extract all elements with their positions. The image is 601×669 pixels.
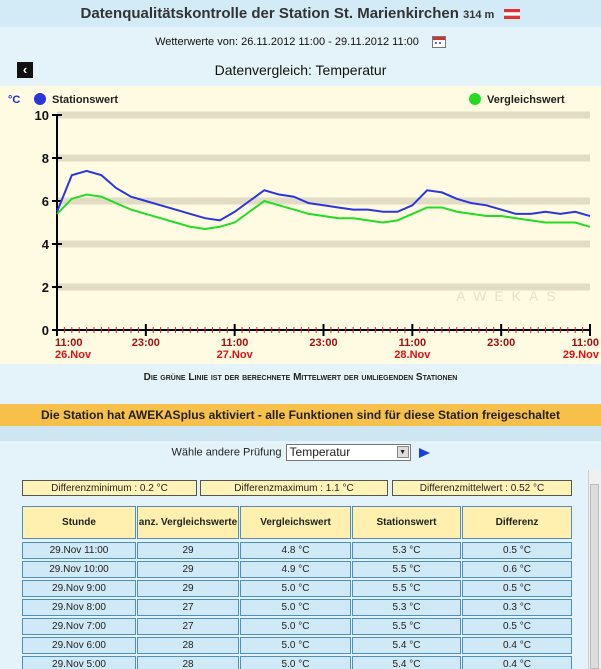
selector-value: Temperatur [289, 445, 351, 459]
table-cell: 29 [137, 561, 239, 578]
table-cell: 4.8 °C [240, 542, 351, 559]
y-unit: °C [8, 94, 20, 106]
table-cell: 5.0 °C [240, 637, 351, 654]
y-tick-label: 2 [42, 280, 49, 295]
y-tick-label: 6 [42, 194, 49, 209]
x-tick-label: 11:00 [55, 337, 83, 349]
table-cell: 5.0 °C [240, 656, 351, 669]
table-cell: 29.Nov 10:00 [22, 561, 136, 578]
summary-cell: Differenzmittelwert : 0.52 °C [392, 480, 572, 496]
y-tick-label: 4 [42, 237, 50, 252]
scroll-thumb[interactable] [590, 484, 599, 669]
table-cell: 5.5 °C [352, 618, 461, 635]
y-tick-label: 8 [42, 151, 49, 166]
table-cell: 0.5 °C [462, 542, 572, 559]
watermark: AWEKAS [456, 288, 563, 304]
table-cell: 0.3 °C [462, 599, 572, 616]
table-cell: 4.9 °C [240, 561, 351, 578]
chart-background [0, 86, 601, 364]
series-line [56, 193, 591, 230]
table-cell: 0.4 °C [462, 656, 572, 669]
selector[interactable]: Temperatur ▼ [285, 444, 411, 461]
elevation: 314 m [463, 9, 495, 21]
table-cell: 5.3 °C [352, 542, 461, 559]
x-tick-date: 26.Nov [55, 349, 92, 361]
column-header: anz. Vergleichswerte [137, 506, 239, 539]
table-cell: 29.Nov 7:00 [22, 618, 136, 635]
table-cell: 28 [137, 637, 239, 654]
column-header: Vergleichswert [240, 506, 351, 539]
x-tick-date: 29.Nov [563, 349, 600, 361]
table-cell: 5.3 °C [352, 599, 461, 616]
column-header: Stunde [22, 506, 136, 539]
table-cell: 0.4 °C [462, 637, 572, 654]
band [0, 426, 601, 441]
column-header: Stationswert [352, 506, 461, 539]
table-cell: 27 [137, 618, 239, 635]
chart: AWEKAS °C Stationswert Vergleichswert 0 2 4 6 8 1… [0, 86, 601, 364]
legend-dot [469, 93, 481, 105]
summary-cell: Differenzmaximum : 1.1 °C [200, 480, 388, 496]
y-tick-label: 10 [35, 108, 49, 123]
x-tick-date: 27.Nov [217, 349, 254, 361]
go-button[interactable] [418, 447, 430, 458]
calendar-icon[interactable] [431, 36, 446, 49]
table-cell: 5.4 °C [352, 637, 461, 654]
table-cell: 5.5 °C [352, 561, 461, 578]
x-tick-label: 23:00 [487, 337, 515, 349]
table-cell: 5.0 °C [240, 580, 351, 597]
table-cell: 0.5 °C [462, 618, 572, 635]
table-cell: 29.Nov 9:00 [22, 580, 136, 597]
legend-label: Stationswert [52, 94, 118, 106]
x-tick-label: 11:00 [221, 337, 249, 349]
y-tick-label: 0 [42, 323, 49, 338]
selector-row: Wähle andere Prüfung Temperatur ▼ [0, 444, 601, 461]
table-cell: 27 [137, 599, 239, 616]
table-cell: 29.Nov 6:00 [22, 637, 136, 654]
station-title: Datenqualitätskontrolle der Station St. … [80, 5, 459, 22]
table-cell: 29.Nov 5:00 [22, 656, 136, 669]
table-area: Differenzminimum : 0.2 °C Differenzmaximu… [0, 470, 588, 669]
banner: Die Station hat AWEKASplus aktiviert - a… [0, 404, 601, 426]
x-tick-label: 23:00 [309, 337, 337, 349]
title-bar: Datenqualitätskontrolle der Station St. … [0, 0, 601, 27]
x-tick-date: 28.Nov [394, 349, 431, 361]
table-cell: 5.4 °C [352, 656, 461, 669]
table-cell: 5.5 °C [352, 580, 461, 597]
table-cell: 5.0 °C [240, 599, 351, 616]
back-button[interactable]: ‹ [17, 62, 33, 78]
subtitle: Datenvergleich: Temperatur [214, 62, 387, 78]
selector-label: Wähle andere Prüfung [171, 446, 282, 459]
period: Wetterwerte von: 26.11.2012 11:00 - 29.1… [0, 36, 601, 49]
summary-cell: Differenzminimum : 0.2 °C [22, 480, 197, 496]
x-tick-label: 11:00 [571, 337, 599, 349]
table-cell: 0.5 °C [462, 580, 572, 597]
table-cell: 28 [137, 656, 239, 669]
x-tick-label: 11:00 [399, 337, 427, 349]
table-cell: 29 [137, 580, 239, 597]
table-cell: 0.6 °C [462, 561, 572, 578]
legend-dot [34, 93, 46, 105]
column-header: Differenz [462, 506, 572, 539]
flag-icon[interactable] [504, 9, 521, 20]
period-text: Wetterwerte von: 26.11.2012 11:00 - 29.1… [155, 36, 419, 48]
series-line [56, 169, 591, 222]
table-cell: 5.0 °C [240, 618, 351, 635]
table-cell: 29 [137, 542, 239, 559]
note: Die grüne Linie ist der berechnete Mitte… [143, 372, 458, 383]
table-cell: 29.Nov 8:00 [22, 599, 136, 616]
x-tick-label: 23:00 [132, 337, 160, 349]
table-cell: 29.Nov 11:00 [22, 542, 136, 559]
legend-label: Vergleichswert [487, 94, 565, 106]
